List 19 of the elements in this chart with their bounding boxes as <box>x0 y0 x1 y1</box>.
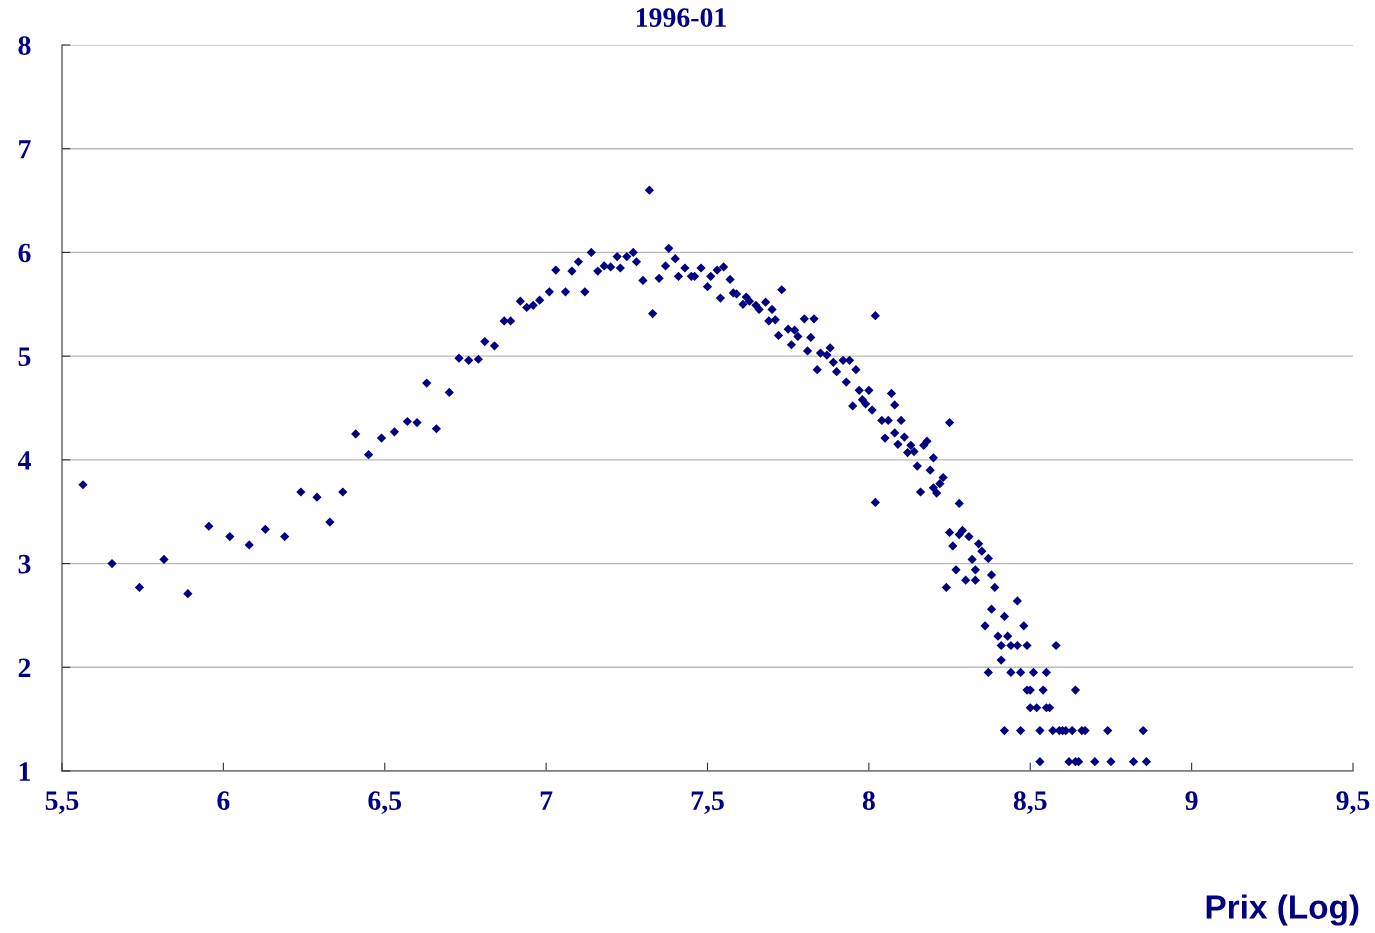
x-tick-label: 7 <box>540 791 553 810</box>
x-tick-label: 9 <box>1185 791 1198 810</box>
y-tick-label: 5 <box>18 347 31 367</box>
y-tick-label: 6 <box>18 243 31 263</box>
x-tick-label: 6 <box>217 791 230 810</box>
y-tick-label: 3 <box>18 554 31 574</box>
x-axis-title: Prix (Log) <box>1206 894 1359 926</box>
x-tick-label: 7,5 <box>691 791 724 815</box>
x-tick-label: 8 <box>862 791 875 810</box>
y-tick-label: 8 <box>18 36 31 55</box>
y-tick-label: 7 <box>19 140 31 159</box>
chart-title: 1996-01 <box>636 8 726 27</box>
x-tick-label: 6,5 <box>368 791 402 815</box>
x-tick-label: 8,5 <box>1013 791 1047 815</box>
y-tick-label: 1 <box>19 762 31 781</box>
x-tick-label: 9,5 <box>1336 791 1370 815</box>
x-tick-label: 5,5 <box>45 791 79 815</box>
y-tick-label: 2 <box>18 658 31 677</box>
y-tick-label: 4 <box>17 451 31 470</box>
